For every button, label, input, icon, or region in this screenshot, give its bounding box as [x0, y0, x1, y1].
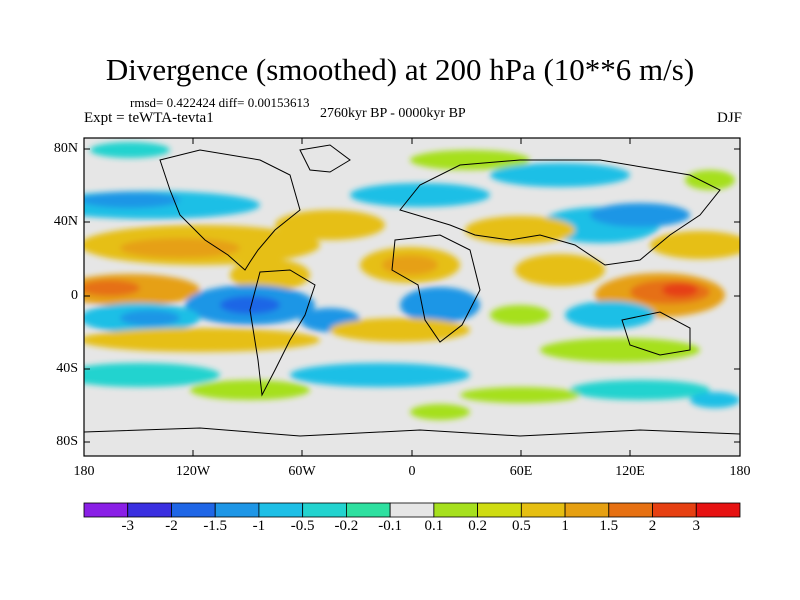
colorbar-swatch: [520, 502, 566, 518]
lat-label-40n: 40N: [53, 214, 78, 229]
colorbar-label: -2: [165, 518, 178, 534]
colorbar-swatch: [433, 502, 479, 518]
colorbar: [83, 502, 741, 518]
coastlines: [84, 144, 740, 437]
lat-label-40s: 40S: [56, 361, 78, 376]
experiment-label: Expt = teWTA-tevta1: [84, 110, 214, 126]
lon-label-60w: 60W: [288, 464, 316, 479]
colorbar-label: 2: [648, 518, 657, 534]
colorbar-label: 0.2: [468, 518, 487, 534]
colorbar-label: 1: [561, 518, 569, 534]
colorbar-swatch: [302, 502, 347, 518]
lon-label-120w: 120W: [175, 464, 211, 479]
colorbar-swatch: [345, 502, 391, 518]
colorbar-swatch: [608, 502, 653, 518]
colorbar-swatch: [477, 502, 522, 518]
lon-label-0: 0: [408, 464, 416, 479]
colorbar-swatch: [389, 502, 435, 518]
colorbar-label: -0.2: [334, 518, 359, 534]
map-title: Divergence (smoothed) at 200 hPa (10**6 …: [105, 52, 695, 87]
colorbar-label: 1.5: [599, 518, 619, 534]
axis-ticks: [84, 138, 740, 456]
colorbar-label: -0.5: [290, 518, 315, 534]
colorbar-label: 0.1: [424, 518, 444, 534]
colorbar-label: -3: [121, 518, 134, 534]
lon-label-60e: 60E: [509, 464, 533, 479]
colorbar-label: 3: [692, 518, 701, 534]
colorbar-swatch: [652, 502, 697, 518]
colorbar-label: -0.1: [378, 518, 402, 534]
lon-label-180w: 180: [73, 464, 95, 479]
lon-label-180e: 180: [729, 464, 751, 479]
colorbar-swatch: [171, 502, 216, 518]
colorbar-label: 0.5: [511, 518, 531, 534]
lat-label-80s: 80S: [56, 434, 78, 449]
lat-label-0: 0: [71, 288, 78, 303]
colorbar-swatch: [214, 502, 260, 518]
divergence-field: [84, 142, 740, 420]
season-label: DJF: [716, 110, 742, 126]
colorbar-swatch: [83, 502, 129, 518]
colorbar-label: -1: [252, 518, 266, 534]
period-label: 2760kyr BP - 0000kyr BP: [320, 106, 466, 121]
colorbar-swatch: [258, 502, 304, 518]
colorbar-swatch: [564, 502, 610, 518]
lat-label-80n: 80N: [53, 141, 78, 156]
colorbar-swatch: [127, 502, 172, 518]
statistics-label: rmsd= 0.422424 diff= 0.00153613: [130, 95, 310, 110]
colorbar-label: -1.5: [203, 518, 228, 534]
colorbar-swatch: [695, 502, 741, 518]
lon-label-120e: 120E: [615, 464, 645, 479]
